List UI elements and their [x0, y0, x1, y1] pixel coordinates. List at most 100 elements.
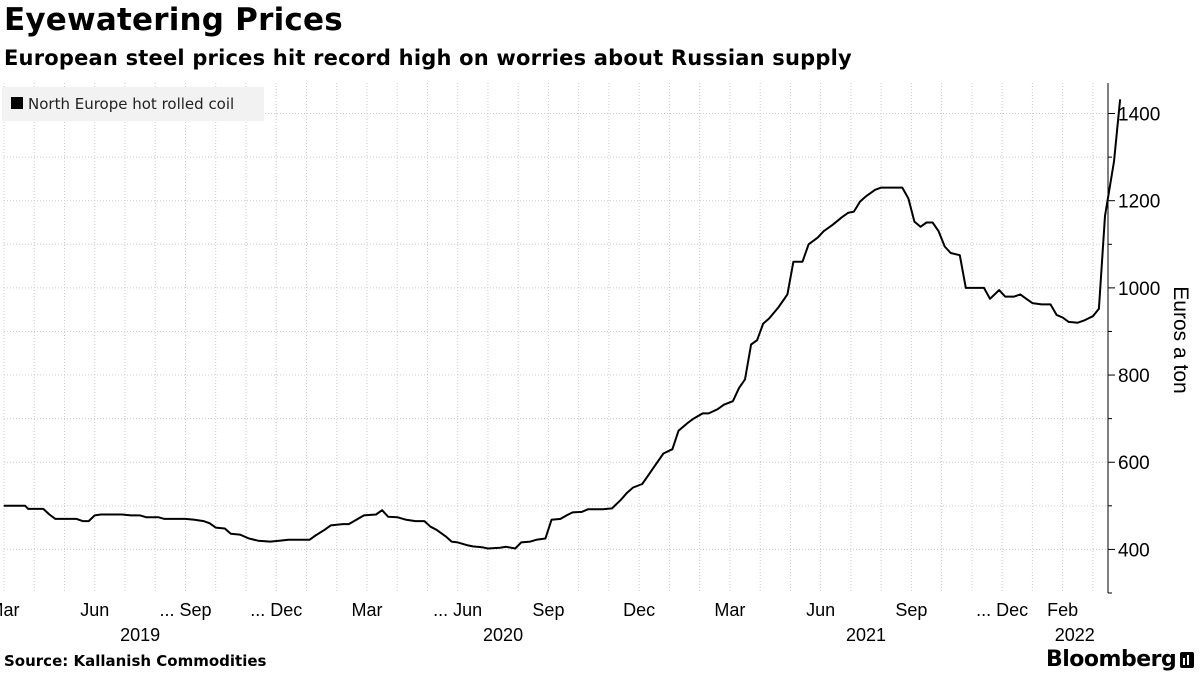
data-point [363, 514, 365, 517]
data-point [215, 527, 217, 529]
x-tick-label: ... Jun [433, 600, 482, 620]
data-point [94, 514, 96, 517]
data-point [163, 518, 165, 520]
legend-label: North Europe hot rolled coil [28, 95, 234, 113]
data-point [175, 518, 177, 520]
x-year-label: 2022 [1055, 625, 1095, 645]
data-point [641, 483, 643, 485]
y-tick-label: 600 [1118, 453, 1150, 474]
x-tick-label: Sep [532, 600, 564, 620]
data-point [777, 306, 779, 309]
y-tick-label: 1400 [1118, 105, 1160, 126]
data-point [1013, 296, 1015, 298]
data-point [54, 518, 57, 520]
data-point [239, 534, 241, 536]
data-point [487, 547, 489, 550]
data-point [653, 466, 655, 468]
data-point [308, 539, 311, 541]
data-point [66, 518, 69, 520]
data-point [550, 519, 553, 521]
data-point [299, 539, 301, 541]
data-point [1040, 303, 1043, 305]
data-point [938, 230, 940, 232]
chart-title: Eyewatering Prices [4, 2, 343, 38]
data-point [662, 452, 665, 455]
x-year-label: 2020 [483, 625, 523, 645]
data-point [1049, 303, 1052, 305]
data-point [817, 237, 819, 239]
data-point [944, 245, 946, 248]
data-point [257, 540, 259, 542]
data-point [1068, 321, 1070, 323]
data-point [209, 522, 211, 524]
data-point [12, 505, 14, 507]
data-point [287, 539, 289, 541]
data-point [983, 287, 985, 289]
data-point [451, 541, 453, 543]
data-point [357, 518, 359, 520]
bloomberg-terminal-icon [1180, 652, 1194, 668]
data-point [841, 216, 843, 218]
data-point [895, 187, 897, 189]
data-point [1119, 99, 1121, 101]
legend-box [2, 87, 264, 121]
data-point [1004, 296, 1006, 298]
data-point [387, 516, 389, 518]
data-point [203, 520, 205, 522]
data-point [1083, 320, 1085, 322]
data-point [445, 535, 447, 537]
data-point [414, 520, 416, 522]
x-tick-label: Mar [714, 600, 745, 620]
x-tick-label: Jun [80, 600, 109, 620]
data-point [974, 287, 976, 289]
x-tick-label: Sep [895, 600, 927, 620]
data-point [1092, 315, 1094, 317]
data-point [184, 518, 187, 520]
data-point [801, 261, 804, 263]
y-axis-label: Euros a ton [1169, 286, 1192, 393]
data-point [750, 343, 752, 346]
data-point [702, 412, 704, 414]
source-note: Source: Kallanish Commodities [4, 652, 267, 670]
data-point [756, 339, 758, 341]
data-point [130, 514, 132, 517]
x-tick-label: ... Dec [250, 600, 302, 620]
data-point [611, 507, 613, 509]
data-point [998, 289, 1000, 291]
y-tick-label: 400 [1118, 540, 1150, 561]
data-point [925, 221, 928, 224]
data-point [112, 513, 114, 516]
data-point [544, 537, 547, 540]
data-point [932, 221, 934, 224]
data-point [248, 537, 250, 540]
data-point [587, 508, 589, 510]
data-point [708, 412, 710, 414]
data-point [535, 539, 537, 541]
data-point [100, 513, 102, 516]
data-point [693, 418, 695, 420]
data-point [435, 529, 438, 531]
x-tick-label: Jun [806, 600, 835, 620]
data-point [121, 513, 123, 516]
data-point [1062, 316, 1064, 319]
x-tick-label: ... Sep [159, 600, 211, 620]
data-point [1104, 215, 1106, 217]
gridlines [3, 83, 1108, 593]
chart-subtitle: European steel prices hit record high on… [4, 46, 852, 70]
data-point [145, 516, 147, 518]
data-point [602, 508, 604, 510]
data-point [76, 518, 78, 520]
data-point [581, 511, 583, 513]
x-year-label: 2019 [120, 625, 160, 645]
x-tick-label: ... Dec [976, 600, 1028, 620]
series-line-hot-rolled-coil [4, 99, 1122, 550]
axes [1107, 83, 1115, 594]
data-point [768, 317, 770, 319]
data-point [808, 243, 810, 245]
data-point [269, 541, 271, 543]
data-point [626, 492, 628, 494]
data-point [499, 547, 501, 549]
series-layer [3, 99, 1122, 550]
data-point [330, 524, 332, 527]
tick-labels: 400 600 800 1000 1200 1400 Mar Jun ... Sep ... De… [0, 105, 1160, 645]
